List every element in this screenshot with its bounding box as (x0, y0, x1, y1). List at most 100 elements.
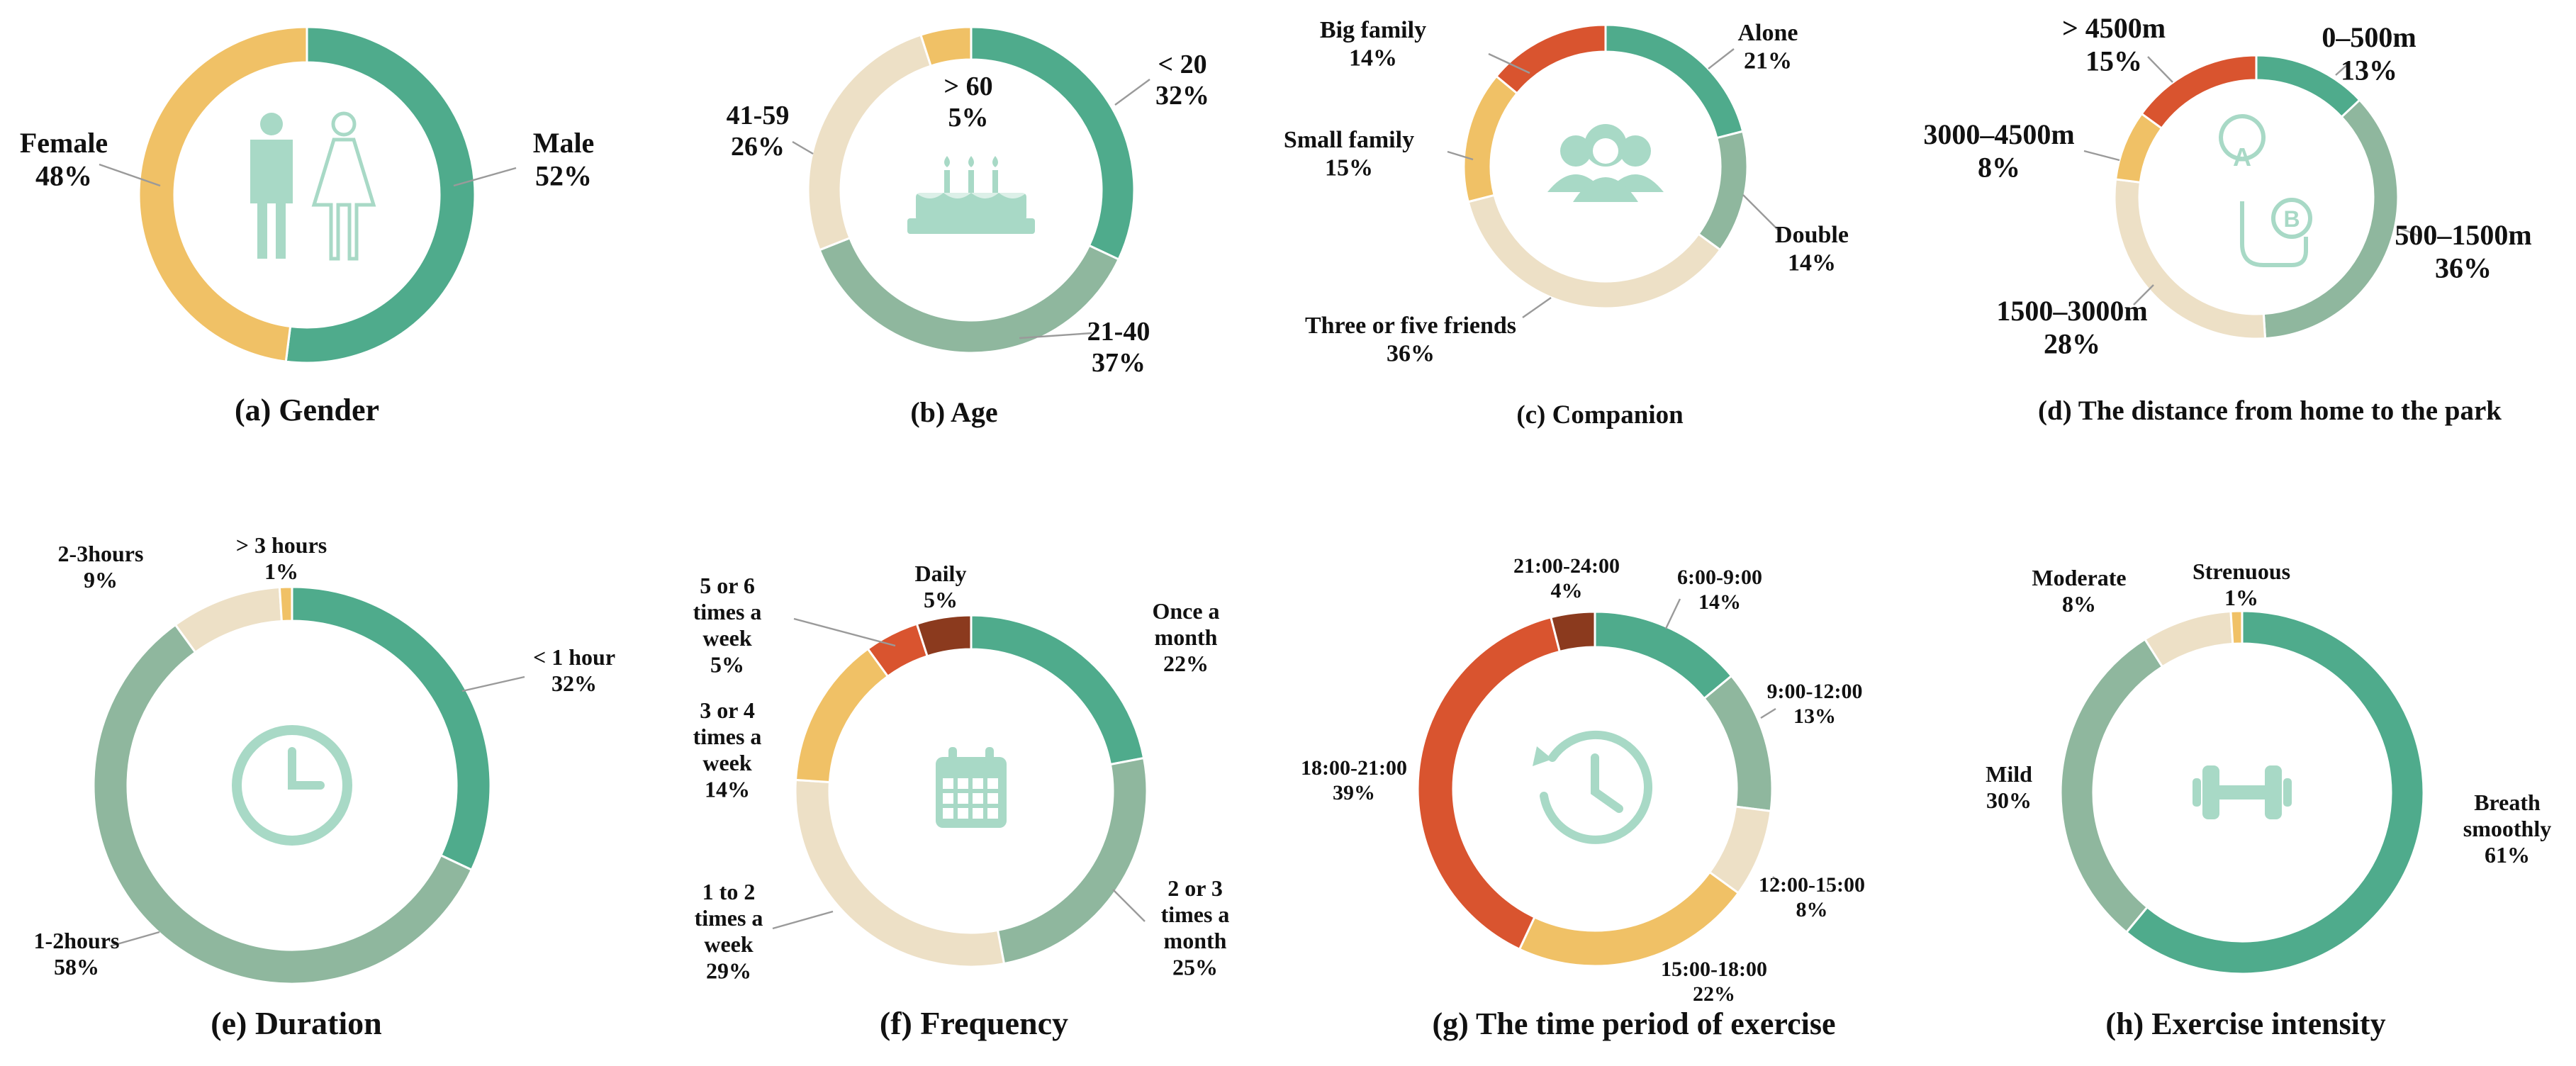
slice-label-60: > 60 5% (943, 72, 992, 133)
slice-daily (915, 614, 973, 658)
slice-value-21-00-24-00: 4% (1551, 579, 1583, 602)
slice-label-21-40: 21-40 37% (1087, 317, 1150, 378)
slice-label-500-1500m: 500–1500m 36% (2395, 219, 2531, 284)
slice-value-alone: 21% (1744, 47, 1792, 74)
leader-line-1500-3000m (2133, 284, 2154, 305)
chart-caption: (h) Exercise intensity (2105, 1006, 2385, 1041)
slice-label-6-00-9-00: 6:00-9:00 14% (1677, 566, 1762, 614)
slice-value-500-1500m: 36% (2435, 252, 2492, 284)
slice-value-female: 48% (35, 159, 92, 191)
leader-line-9-00-12-00 (1760, 707, 1776, 719)
leader-line-5-or-6-times-a-week (793, 617, 896, 647)
slice-2-or-3-times-a-month (996, 756, 1148, 965)
donut-chart-h-exercise-intensity: Breath smoothly 61% Mild 30% Moderate 8% Strenu… (1986, 559, 2551, 1041)
slice-value-1-to-2-times-a-week: 29% (706, 958, 751, 983)
slice-three-or-five-friends (1467, 193, 1722, 310)
slice-value-1-2hours: 58% (54, 954, 99, 980)
slice-value-strenuous: 1% (2224, 585, 2258, 610)
slice-label-mild: Mild 30% (1986, 761, 2032, 813)
leader-line-1-hour (461, 675, 525, 692)
slice-label-15-00-18-00: 15:00-18:00 22% (1661, 958, 1767, 1006)
slice-value-20: 32% (1155, 81, 1209, 111)
slice-label-strenuous: Strenuous 1% (2193, 559, 2290, 610)
slice-value-small-family: 15% (1325, 155, 1373, 181)
slice-once-a-month (970, 614, 1146, 766)
slice-value-big-family: 14% (1349, 45, 1397, 71)
slice-label-daily: Daily 5% (915, 561, 967, 612)
slice-21-00-24-00 (1550, 610, 1596, 653)
leader-line-1-to-2-times-a-week (772, 910, 834, 930)
slice-value-6-00-9-00: 14% (1698, 590, 1741, 614)
calendar-icon (936, 747, 1007, 828)
slice-15-00-18-00 (1518, 870, 1740, 967)
slice-value-60: 5% (948, 103, 989, 133)
slice-label-12-00-15-00: 12:00-15:00 8% (1759, 873, 1865, 921)
slice-label-three-or-five-friends: Three or five friends 36% (1305, 313, 1516, 366)
slice-label-9-00-12-00: 9:00-12:00 13% (1767, 680, 1863, 728)
leader-line-4500m (2147, 56, 2173, 83)
donut-chart-g-the-time-period-of-exercise: 6:00-9:00 14% 9:00-12:00 13% 12:00-15:00 8% 15… (1301, 554, 1865, 1041)
chart-caption: (e) Duration (211, 1005, 381, 1041)
slice-value-3000-4500m: 8% (1978, 151, 2020, 183)
person-icon (250, 111, 376, 261)
slice-3-or-4-times-a-week (794, 647, 890, 784)
slice-label-female: Female 48% (20, 127, 108, 191)
leader-line-41-59 (792, 140, 814, 155)
slice-label-small-family: Small family 15% (1284, 127, 1414, 181)
slice-value-once-a-month: 22% (1163, 651, 1209, 676)
slice-label-41-59: 41-59 26% (727, 101, 790, 162)
leader-line-3000-4500m (2083, 150, 2120, 162)
slice-18-00-21-00 (1416, 616, 1562, 951)
leader-line-6-00-9-00 (1664, 598, 1681, 629)
slice-label-4500m: > 4500m 15% (2062, 12, 2166, 77)
leader-line-big-family (1488, 52, 1530, 74)
slice-60 (919, 26, 973, 67)
slice-4500m (2140, 54, 2258, 130)
leader-line-double (1742, 194, 1780, 232)
chart-caption: (g) The time period of exercise (1433, 1006, 1836, 1041)
svg-text:B: B (2283, 206, 2300, 232)
slice-value-3-hours: 1% (264, 559, 298, 584)
slice-value-moderate: 8% (2062, 591, 2096, 617)
slice-label-3000-4500m: 3000–4500m 8% (1923, 118, 2074, 183)
slice-label-1-to-2-times-a-week: 1 to 2 times a week 29% (695, 879, 763, 983)
slice-label-18-00-21-00: 18:00-21:00 39% (1301, 756, 1407, 804)
donut-chart-c-companion: Alone 21% Double 14% Three or five friends 36… (1284, 17, 1849, 430)
slice-alone (1604, 23, 1745, 140)
slice-3-hours (278, 585, 293, 623)
svg-text:A: A (2233, 142, 2251, 172)
donut-chart-f-frequency: Once a month 22% 2 or 3 times a month 25% 1 to … (693, 561, 1230, 1041)
history-clock-icon (1533, 730, 1652, 844)
slice-moderate (2143, 610, 2234, 668)
slice-label-breath-smoothly: Breath smoothly 61% (2463, 790, 2551, 868)
slice-value-3-or-4-times-a-week: 14% (705, 776, 750, 802)
slice-label-21-00-24-00: 21:00-24:00 4% (1513, 554, 1620, 602)
slice-label-1500-3000m: 1500–3000m 28% (1996, 295, 2147, 359)
birthday-cake-icon (907, 156, 1035, 234)
donut-chart-e-duration: < 1 hour 32% 1-2hours 58% 2-3hours 9% > 3 hour… (34, 532, 615, 1041)
leader-line-three-or-five-friends (1522, 297, 1552, 318)
dumbbell-icon (2193, 765, 2292, 819)
slice-label-0-500m: 0–500m 13% (2322, 21, 2416, 86)
slice-male (284, 26, 476, 364)
slice-breath-smoothly (2124, 610, 2425, 975)
slice-female (138, 26, 308, 363)
leader-line-0-500m (2335, 62, 2351, 76)
slice-label-male: Male 52% (533, 127, 595, 191)
slice-value-12-00-15-00: 8% (1796, 898, 1828, 921)
slice-label-20: < 20 32% (1155, 50, 1209, 111)
slice-value-0-500m: 13% (2341, 54, 2397, 86)
slice-label-double: Double 14% (1775, 222, 1849, 276)
chart-caption: (b) Age (910, 396, 997, 428)
slice-label-alone: Alone 21% (1738, 20, 1798, 74)
slice-value-1-hour: 32% (551, 671, 597, 696)
slice-value-breath-smoothly: 61% (2485, 842, 2530, 868)
slice-label-once-a-month: Once a month 22% (1152, 598, 1219, 676)
leader-line-2-or-3-times-a-month (1112, 889, 1146, 922)
slice-label-2-3hours: 2-3hours 9% (58, 541, 144, 593)
chart-caption: (a) Gender (235, 393, 379, 427)
slice-value-daily: 5% (924, 587, 958, 612)
slice-value-4500m: 15% (2085, 45, 2142, 77)
slice-label-1-2hours: 1-2hours 58% (34, 928, 120, 980)
